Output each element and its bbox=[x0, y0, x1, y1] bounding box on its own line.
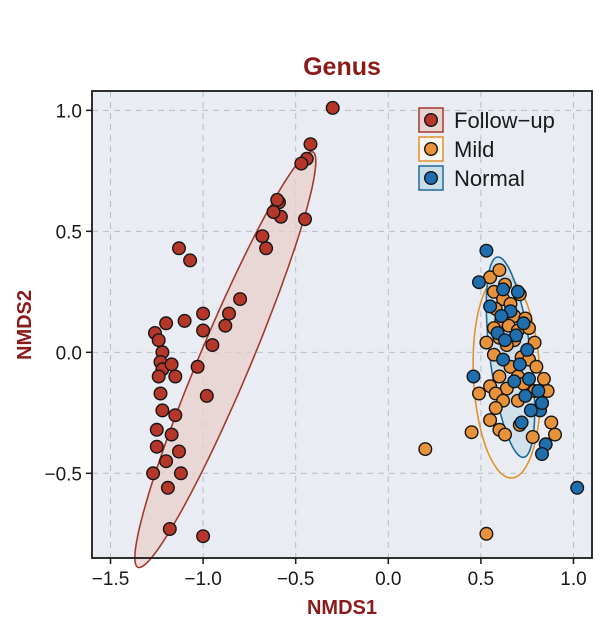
point-follow-up bbox=[149, 439, 164, 454]
point-normal bbox=[512, 357, 527, 372]
point-follow-up bbox=[298, 212, 313, 227]
point-follow-up bbox=[259, 241, 274, 256]
y-tick-label: 0.5 bbox=[56, 222, 82, 243]
point-follow-up bbox=[151, 369, 166, 384]
point-follow-up bbox=[151, 333, 166, 348]
x-tick-label: 1.0 bbox=[560, 569, 586, 590]
point-normal bbox=[479, 243, 494, 258]
legend-marker-mild bbox=[424, 141, 439, 156]
point-normal bbox=[496, 352, 511, 367]
point-normal bbox=[510, 284, 525, 299]
point-follow-up bbox=[255, 229, 270, 244]
point-follow-up bbox=[160, 480, 175, 495]
point-follow-up bbox=[171, 444, 186, 459]
point-mild bbox=[529, 359, 544, 374]
point-mild bbox=[479, 335, 494, 350]
legend-marker-normal bbox=[424, 170, 439, 185]
point-follow-up bbox=[162, 522, 177, 537]
point-follow-up bbox=[190, 359, 205, 374]
point-normal bbox=[507, 374, 522, 389]
point-normal bbox=[514, 415, 529, 430]
point-follow-up bbox=[171, 241, 186, 256]
point-normal bbox=[516, 316, 531, 331]
point-follow-up bbox=[196, 529, 211, 544]
point-normal bbox=[494, 309, 509, 324]
point-follow-up bbox=[164, 357, 179, 372]
point-mild bbox=[488, 401, 503, 416]
point-follow-up bbox=[294, 156, 309, 171]
point-mild bbox=[472, 386, 487, 401]
point-mild bbox=[536, 371, 551, 386]
point-follow-up bbox=[153, 386, 168, 401]
point-normal bbox=[518, 388, 533, 403]
point-follow-up bbox=[164, 427, 179, 442]
point-follow-up bbox=[146, 466, 161, 481]
legend-label-normal: Normal bbox=[454, 166, 525, 191]
ellipse-follow-up bbox=[134, 150, 317, 569]
data-points bbox=[146, 100, 585, 544]
point-follow-up bbox=[155, 403, 170, 418]
point-follow-up bbox=[168, 408, 183, 423]
point-follow-up bbox=[159, 454, 174, 469]
y-tick-label: 0.0 bbox=[56, 343, 82, 364]
point-mild bbox=[464, 425, 479, 440]
point-follow-up bbox=[218, 318, 233, 333]
point-follow-up bbox=[183, 253, 198, 268]
point-follow-up bbox=[196, 306, 211, 321]
point-mild bbox=[525, 430, 540, 445]
point-normal bbox=[531, 384, 546, 399]
x-tick-label: −1.0 bbox=[184, 569, 222, 590]
point-follow-up bbox=[325, 100, 340, 115]
plot-panel-frame bbox=[91, 90, 593, 559]
point-mild bbox=[492, 369, 507, 384]
point-normal bbox=[472, 275, 487, 290]
point-follow-up bbox=[266, 204, 281, 219]
point-follow-up bbox=[199, 388, 214, 403]
legend-marker-follow-up bbox=[424, 112, 439, 127]
point-normal bbox=[496, 282, 511, 297]
point-follow-up bbox=[149, 422, 164, 437]
x-axis-label: NMDS1 bbox=[307, 597, 377, 619]
point-normal bbox=[523, 403, 538, 418]
point-follow-up bbox=[177, 313, 192, 328]
point-mild bbox=[548, 427, 563, 442]
legend-label-mild: Mild bbox=[454, 137, 494, 162]
point-follow-up bbox=[159, 316, 174, 331]
point-normal bbox=[535, 447, 550, 462]
y-tick-label: 1.0 bbox=[56, 101, 82, 122]
point-follow-up bbox=[221, 306, 236, 321]
x-tick-label: −0.5 bbox=[277, 569, 315, 590]
x-tick-label: 0.0 bbox=[375, 569, 401, 590]
point-normal bbox=[498, 333, 513, 348]
chart-title: Genus bbox=[303, 53, 381, 81]
point-mild bbox=[479, 526, 494, 541]
point-mild bbox=[544, 415, 559, 430]
point-normal bbox=[570, 480, 585, 495]
point-follow-up bbox=[196, 323, 211, 338]
point-follow-up bbox=[270, 192, 285, 207]
y-tick-label: −0.5 bbox=[44, 464, 82, 485]
point-follow-up bbox=[303, 137, 318, 152]
axis-ticks: −1.5 −1.0 −0.5 0.0 0.5 1.0 1.0 0.5 0.0 −0.5 bbox=[44, 101, 586, 590]
x-tick-label: −1.5 bbox=[92, 569, 130, 590]
point-follow-up bbox=[205, 338, 220, 353]
point-normal bbox=[466, 369, 481, 384]
y-axis-label: NMDS2 bbox=[14, 290, 36, 360]
point-follow-up bbox=[173, 466, 188, 481]
point-follow-up bbox=[168, 369, 183, 384]
x-tick-label: 0.5 bbox=[468, 569, 494, 590]
point-normal bbox=[483, 299, 498, 314]
point-follow-up bbox=[233, 292, 248, 307]
legend: Follow−up Mild Normal bbox=[418, 107, 555, 191]
point-mild bbox=[498, 427, 513, 442]
point-normal bbox=[522, 371, 537, 386]
point-mild bbox=[418, 442, 433, 457]
legend-label-follow-up: Follow−up bbox=[454, 108, 555, 133]
point-mild bbox=[483, 413, 498, 428]
point-mild bbox=[492, 263, 507, 278]
point-normal bbox=[520, 342, 535, 357]
point-normal bbox=[535, 396, 550, 411]
